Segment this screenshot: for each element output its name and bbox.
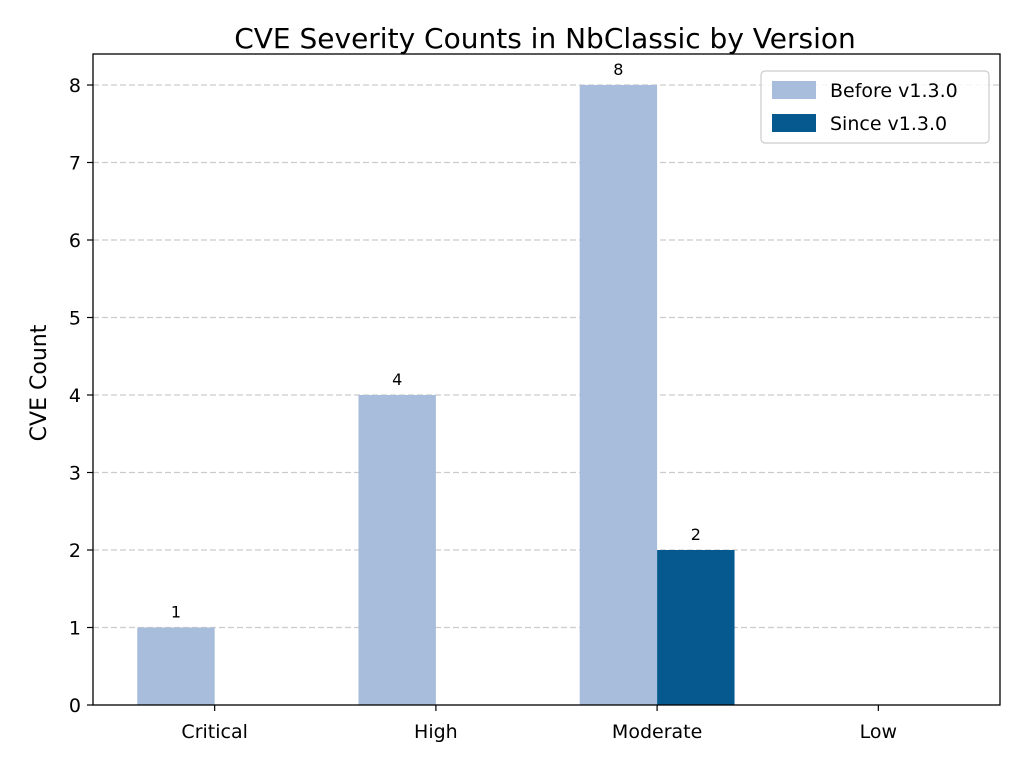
x-tick-label: Low bbox=[860, 721, 897, 743]
chart-title: CVE Severity Counts in NbClassic by Vers… bbox=[234, 22, 856, 55]
bar-before-high bbox=[358, 395, 436, 705]
legend-swatch-before bbox=[772, 81, 816, 99]
bar-value-label: 4 bbox=[392, 370, 402, 389]
y-tick-label: 6 bbox=[69, 230, 81, 252]
x-tick-label: Critical bbox=[181, 721, 247, 743]
y-tick-label: 2 bbox=[69, 540, 81, 562]
axes-layer: 0 1 2 3 4 5 6 7 8 Critical High Moderate Low bbox=[69, 53, 1001, 743]
bar-value-label: 2 bbox=[691, 525, 701, 544]
plot-frame bbox=[92, 53, 1001, 706]
legend-swatch-since bbox=[772, 114, 816, 132]
legend-box bbox=[760, 70, 990, 144]
legend-label: Since v1.3.0 bbox=[830, 113, 947, 135]
y-axis-label: CVE Count bbox=[27, 324, 52, 441]
y-tick-label: 1 bbox=[69, 618, 81, 640]
bar-before-moderate bbox=[579, 85, 658, 705]
bar-since-moderate bbox=[657, 550, 735, 705]
x-tick-label: High bbox=[414, 721, 458, 743]
y-tick-label: 7 bbox=[69, 153, 81, 175]
bar-value-label: 8 bbox=[613, 60, 623, 79]
legend-label: Before v1.3.0 bbox=[830, 80, 958, 102]
y-tick-label: 3 bbox=[69, 463, 81, 485]
y-tick-label: 4 bbox=[69, 385, 81, 407]
y-tick-label: 8 bbox=[69, 75, 81, 97]
legend: Before v1.3.0 Since v1.3.0 bbox=[760, 70, 990, 144]
y-tick-label: 5 bbox=[69, 308, 81, 330]
grid-layer bbox=[93, 84, 1000, 629]
bar-value-label: 1 bbox=[171, 603, 181, 622]
x-tick-label: Moderate bbox=[612, 721, 702, 743]
bars-layer bbox=[137, 85, 735, 705]
y-tick-label: 0 bbox=[69, 695, 81, 717]
bar-before-critical bbox=[137, 627, 215, 705]
